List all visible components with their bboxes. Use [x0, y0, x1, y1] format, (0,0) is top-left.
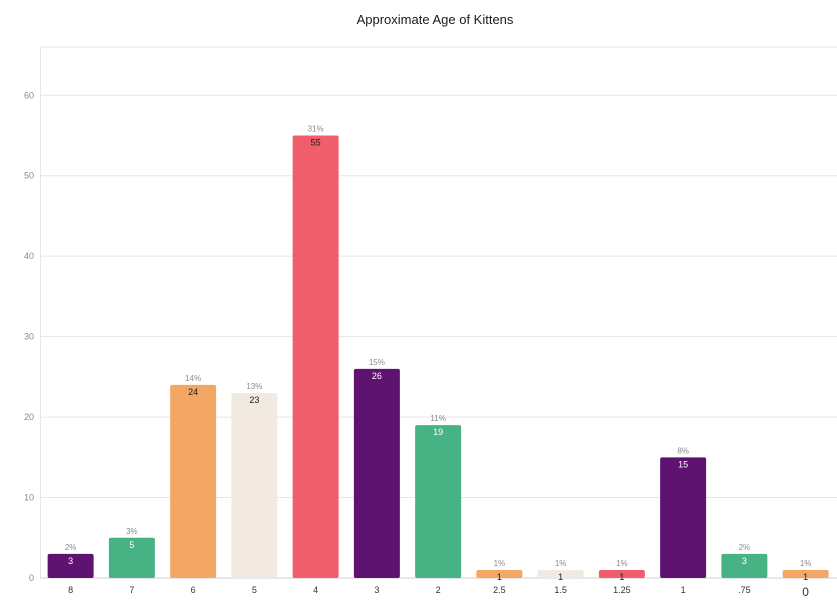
x-tick-label: 3 — [374, 585, 379, 595]
x-tick-label: 1.5 — [554, 585, 567, 595]
bar[interactable] — [598, 569, 645, 578]
bar-percent-label: 15% — [369, 358, 385, 367]
chart-title: Approximate Age of Kittens — [356, 12, 514, 27]
bar-percent-label: 8% — [677, 446, 689, 455]
bar-percent-label: 31% — [308, 125, 324, 134]
y-tick-label: 60 — [24, 90, 34, 100]
x-tick-label: 8 — [68, 585, 73, 595]
bar[interactable] — [292, 135, 339, 579]
bar[interactable] — [170, 384, 217, 578]
bar[interactable] — [782, 569, 829, 578]
x-axis-ticks: 8 7 6 5 4 3 2 2.5 1.5 1.25 1 .75 0 — [68, 585, 809, 599]
x-tick-label: 1.25 — [613, 585, 631, 595]
bars: 2%33%514%2413%2331%5515%2611%191%11%11%1… — [47, 125, 829, 582]
bar-percent-label: 1% — [800, 559, 812, 568]
bar-value-label: 55 — [311, 138, 321, 148]
bar-value-label: 24 — [188, 387, 198, 397]
bar[interactable] — [47, 553, 94, 578]
bar[interactable] — [353, 368, 400, 578]
y-axis-ticks: 0 10 20 30 40 50 60 — [24, 90, 34, 583]
bar-value-label: 1 — [803, 572, 808, 582]
bar-percent-label: 2% — [739, 543, 751, 552]
y-tick-label: 0 — [29, 573, 34, 583]
x-tick-label: 2 — [436, 585, 441, 595]
bar-percent-label: 1% — [494, 559, 506, 568]
bar-percent-label: 1% — [616, 559, 628, 568]
bar[interactable] — [415, 425, 462, 578]
x-tick-label: 0 — [802, 585, 809, 597]
y-tick-label: 10 — [24, 493, 34, 503]
bar-value-label: 3 — [742, 556, 747, 566]
y-tick-label: 20 — [24, 412, 34, 422]
bar-value-label: 1 — [558, 572, 563, 582]
bar-value-label: 1 — [619, 572, 624, 582]
y-tick-label: 40 — [24, 251, 34, 261]
x-tick-label: 7 — [129, 585, 134, 595]
x-tick-label: .75 — [738, 585, 751, 595]
bar[interactable] — [231, 392, 278, 578]
y-tick-label: 50 — [24, 171, 34, 181]
bar-value-label: 3 — [68, 556, 73, 566]
x-tick-label: 5 — [252, 585, 257, 595]
y-tick-label: 30 — [24, 332, 34, 342]
bar-percent-label: 3% — [126, 527, 138, 536]
bar[interactable] — [660, 457, 707, 578]
bar-value-label: 1 — [497, 572, 502, 582]
bar-value-label: 23 — [249, 395, 259, 405]
bar[interactable] — [476, 569, 523, 578]
bar-value-label: 19 — [433, 427, 443, 437]
x-tick-label: 1 — [681, 585, 686, 595]
bar-percent-label: 2% — [65, 543, 77, 552]
x-tick-label: 2.5 — [493, 585, 506, 595]
bar-percent-label: 1% — [555, 559, 567, 568]
bar-value-label: 26 — [372, 371, 382, 381]
x-tick-label: 6 — [191, 585, 196, 595]
bar-value-label: 5 — [129, 540, 134, 550]
bar-percent-label: 13% — [246, 382, 262, 391]
bar-percent-label: 14% — [185, 374, 201, 383]
bar[interactable] — [721, 553, 768, 578]
bar[interactable] — [108, 537, 155, 578]
bar-percent-label: 11% — [430, 414, 445, 423]
x-tick-label: 4 — [313, 585, 318, 595]
bar[interactable] — [537, 569, 584, 578]
bar-value-label: 15 — [678, 459, 688, 469]
